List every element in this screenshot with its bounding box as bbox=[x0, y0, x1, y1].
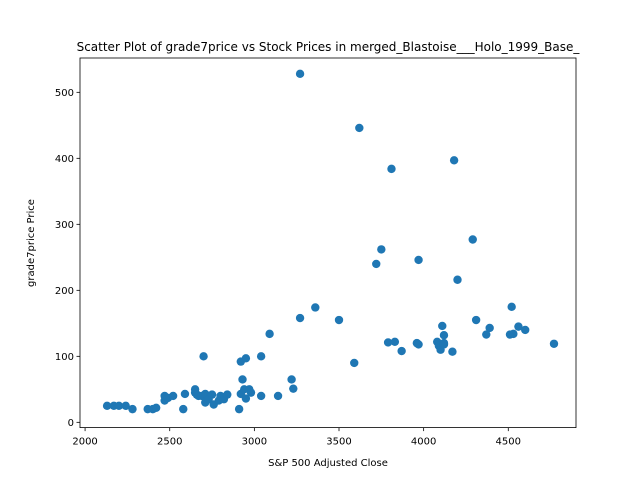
data-point bbox=[199, 352, 208, 361]
y-tick-label: 0 bbox=[68, 418, 74, 429]
x-tick-label: 4500 bbox=[496, 437, 521, 448]
data-point bbox=[453, 275, 462, 284]
data-point bbox=[223, 390, 232, 399]
data-point bbox=[471, 315, 481, 325]
data-point bbox=[439, 331, 449, 340]
data-point bbox=[265, 329, 274, 339]
y-tick-label: 200 bbox=[55, 286, 74, 297]
data-point bbox=[273, 391, 283, 401]
data-point bbox=[350, 358, 359, 368]
y-tick-label: 100 bbox=[55, 352, 74, 363]
data-point bbox=[514, 322, 523, 331]
data-point bbox=[180, 389, 190, 399]
data-point bbox=[390, 337, 400, 346]
x-axis-ticks: 2000 2500 3000 3500 4000 4500 bbox=[72, 427, 521, 448]
data-point bbox=[521, 325, 530, 335]
x-tick-label: 3500 bbox=[326, 437, 351, 448]
plot-frame bbox=[79, 57, 577, 429]
data-point bbox=[207, 390, 217, 399]
data-point bbox=[256, 352, 266, 361]
data-point bbox=[295, 69, 305, 79]
data-point bbox=[387, 164, 396, 174]
data-point bbox=[485, 323, 494, 333]
data-point bbox=[179, 404, 188, 414]
data-point bbox=[311, 303, 320, 312]
data-point bbox=[482, 330, 491, 339]
data-point bbox=[102, 401, 112, 411]
data-point bbox=[438, 321, 447, 331]
data-point bbox=[468, 235, 477, 244]
y-axis-label: grade7price Price bbox=[26, 199, 37, 287]
data-point bbox=[377, 245, 386, 254]
data-point bbox=[509, 329, 518, 339]
data-point bbox=[549, 339, 559, 348]
x-axis-label: S&P 500 Adjusted Close bbox=[268, 458, 388, 469]
data-point bbox=[295, 313, 305, 323]
data-point bbox=[449, 156, 459, 165]
chart-title: Scatter Plot of grade7price vs Stock Pri… bbox=[77, 40, 581, 54]
data-point bbox=[414, 255, 423, 265]
data-points bbox=[102, 69, 559, 414]
data-point bbox=[397, 346, 406, 356]
data-point bbox=[121, 401, 130, 411]
x-tick-label: 2000 bbox=[72, 437, 97, 448]
data-point bbox=[256, 391, 266, 401]
data-point bbox=[241, 394, 251, 403]
data-point bbox=[128, 404, 137, 414]
data-point bbox=[234, 404, 244, 414]
data-point bbox=[168, 391, 178, 401]
data-point bbox=[289, 384, 298, 393]
data-point bbox=[372, 259, 381, 269]
data-point bbox=[151, 403, 161, 412]
data-point bbox=[246, 388, 256, 397]
y-axis-ticks: 0 100 200 300 400 500 bbox=[55, 88, 80, 429]
x-tick-label: 3000 bbox=[242, 437, 267, 448]
data-point bbox=[355, 123, 364, 133]
plot-area bbox=[80, 58, 576, 428]
data-point bbox=[334, 315, 344, 325]
data-point bbox=[507, 302, 516, 312]
y-tick-label: 500 bbox=[55, 88, 74, 99]
data-point bbox=[238, 375, 247, 384]
data-point bbox=[383, 338, 393, 347]
data-point bbox=[287, 375, 296, 384]
data-point bbox=[241, 354, 251, 363]
data-point bbox=[448, 347, 457, 356]
data-point bbox=[114, 401, 124, 411]
data-point bbox=[439, 340, 449, 349]
x-tick-label: 4000 bbox=[411, 437, 436, 448]
y-tick-label: 400 bbox=[55, 154, 74, 165]
data-point bbox=[414, 340, 423, 349]
x-tick-label: 2500 bbox=[157, 437, 182, 448]
y-tick-label: 300 bbox=[55, 220, 74, 231]
